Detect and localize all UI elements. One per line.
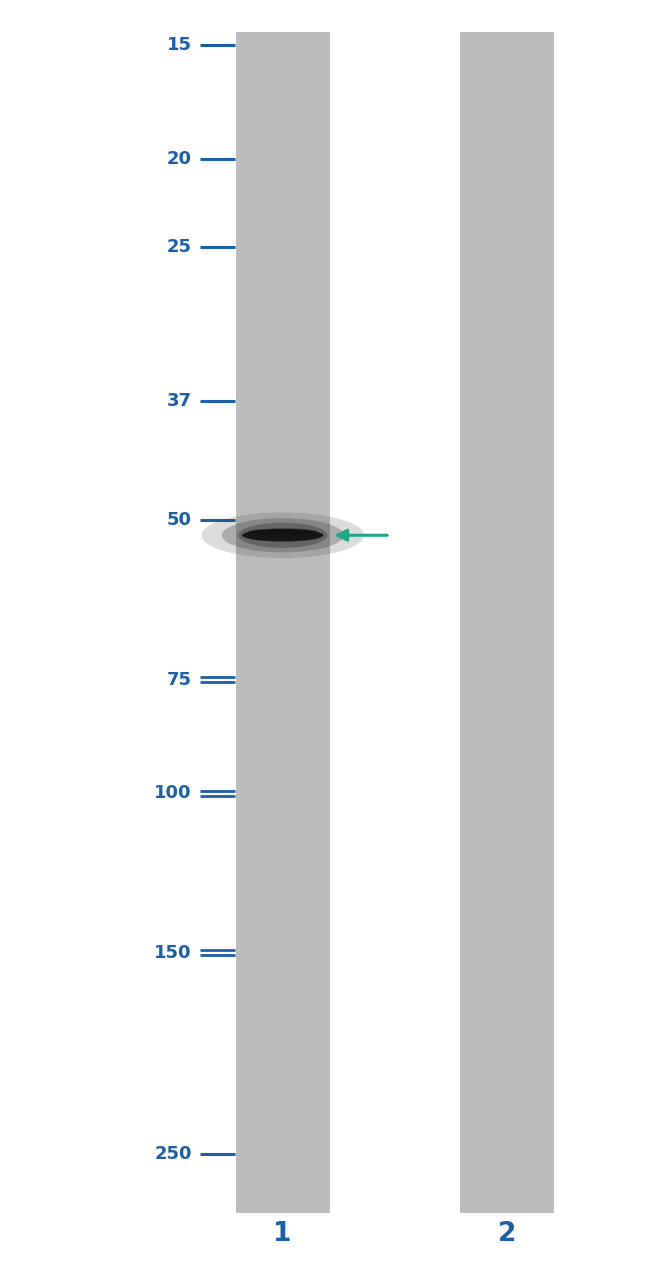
FancyBboxPatch shape — [235, 32, 330, 1213]
Text: 20: 20 — [167, 150, 192, 168]
Text: 2: 2 — [498, 1222, 516, 1247]
Text: 250: 250 — [154, 1146, 192, 1163]
Text: 100: 100 — [154, 784, 192, 803]
Text: 1: 1 — [274, 1222, 292, 1247]
Text: 37: 37 — [167, 392, 192, 410]
Ellipse shape — [238, 523, 328, 547]
Text: 50: 50 — [167, 511, 192, 528]
Ellipse shape — [248, 528, 317, 535]
Text: 15: 15 — [167, 36, 192, 55]
Ellipse shape — [222, 518, 344, 552]
Text: 75: 75 — [167, 671, 192, 688]
Text: 25: 25 — [167, 237, 192, 255]
FancyBboxPatch shape — [460, 32, 554, 1213]
Ellipse shape — [242, 530, 324, 541]
Text: 150: 150 — [154, 944, 192, 961]
Ellipse shape — [202, 512, 364, 558]
